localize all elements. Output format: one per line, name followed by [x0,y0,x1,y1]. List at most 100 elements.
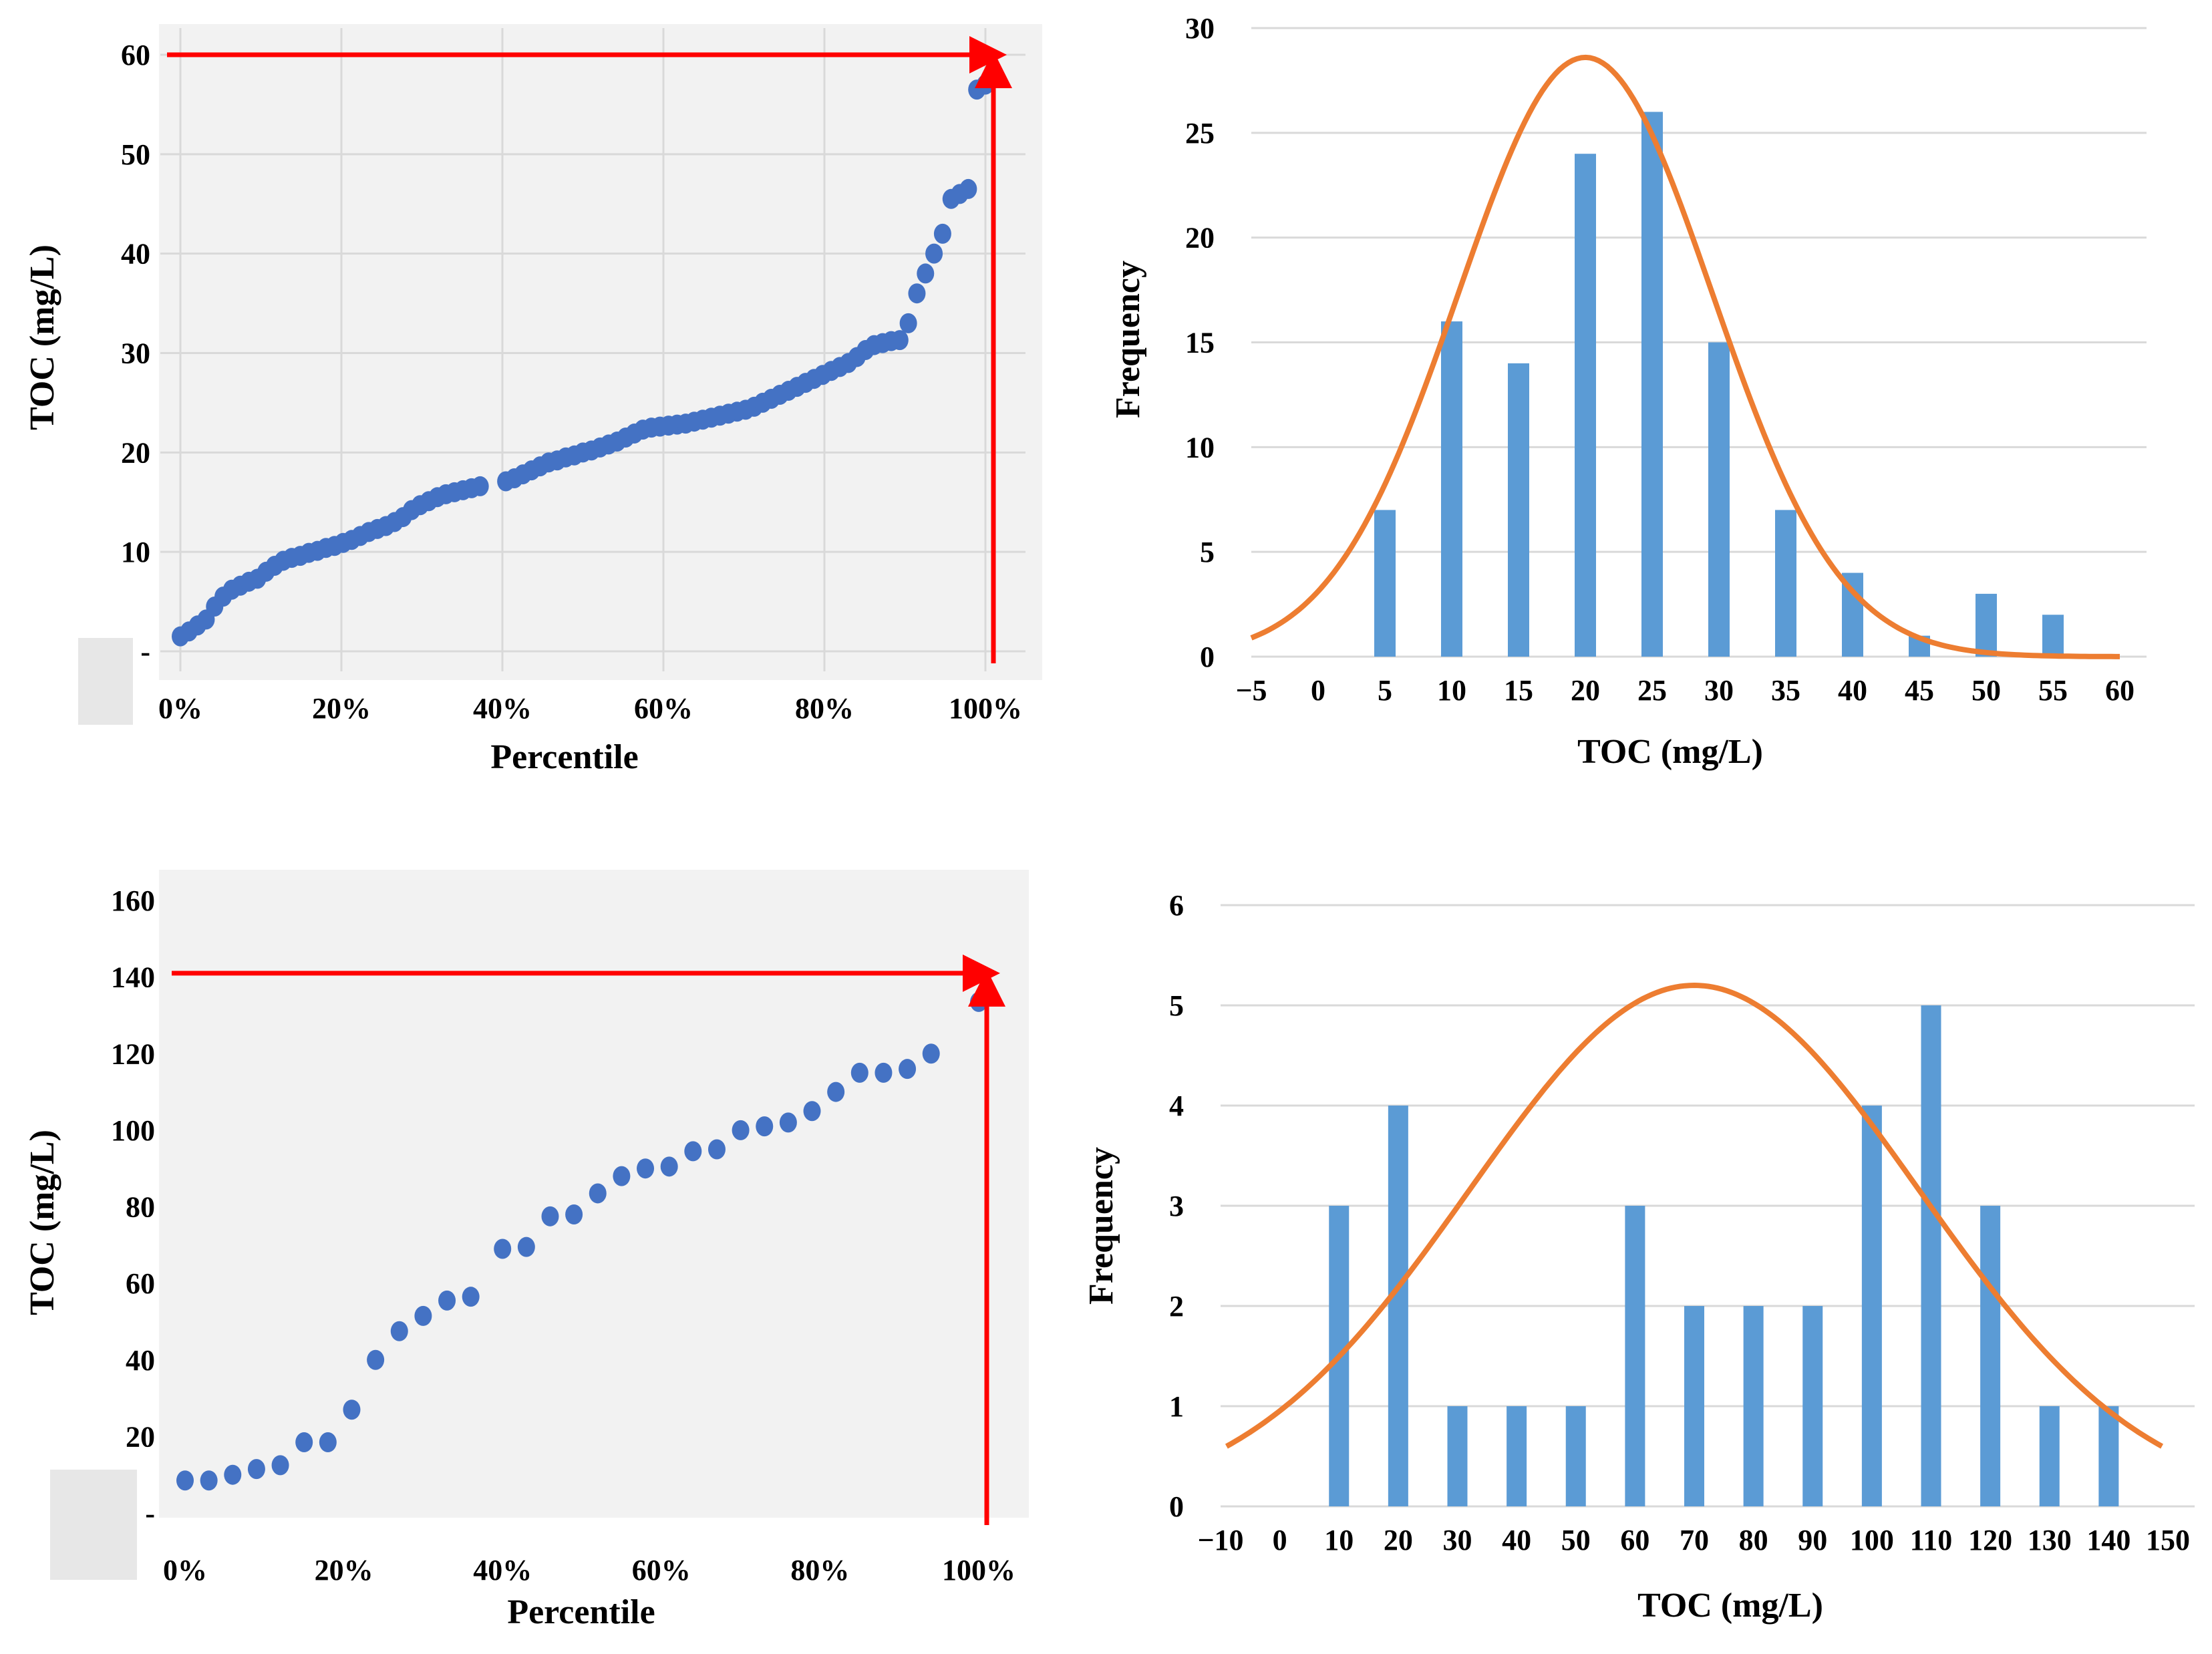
chart-percentile-bottom: - 20 40 60 80 100 120 140 160 0% 20% 40% 60% 80% 100%… [23,870,1029,1631]
data-point [517,1236,535,1257]
x-tick-label: 60 [2105,674,2135,707]
data-point [367,1349,385,1370]
x-tick-label: 35 [1771,674,1800,707]
x-tick-label: 60% [634,692,693,725]
data-point [390,1321,408,1341]
x-tick-label: 80 [1739,1524,1768,1556]
histogram-bars [1374,112,2064,657]
y-tick-labels: 0 5 10 15 20 25 30 [1185,12,1215,673]
y-tick-label: 4 [1169,1090,1184,1122]
data-point [200,1470,218,1491]
data-point [414,1305,432,1326]
histogram-bar [1507,1406,1527,1506]
x-tick-label: 80% [795,692,854,725]
x-axis-title: TOC (mg/L) [1577,733,1763,771]
x-tick-label: 20% [315,1554,373,1587]
x-tick-label: 10 [1437,674,1466,707]
data-point [271,1455,289,1476]
histogram-bar [1802,1306,1823,1506]
histogram-bar [1374,510,1396,657]
x-tick-label: 150 [2146,1524,2190,1556]
x-tick-label: 80% [790,1554,849,1587]
x-tick-label: −5 [1235,674,1267,707]
x-tick-label: 100% [949,692,1022,725]
histogram-bar [2098,1406,2119,1506]
y-tick-label: 30 [121,337,150,370]
x-tick-label: 0% [163,1554,207,1587]
data-point [295,1432,313,1452]
y-tick-label: - [140,635,150,668]
red-arrows [167,36,1012,663]
y-tick-label: 0 [1169,1490,1184,1523]
data-point [684,1141,702,1162]
y-tick-label: 10 [1185,431,1215,464]
y-tick-label: 30 [1185,12,1215,45]
data-point [756,1116,774,1137]
data-point [343,1399,361,1420]
data-point [637,1158,655,1179]
x-tick-label: 40 [1502,1524,1531,1556]
histogram-bar [1921,1005,1941,1506]
histogram-bar [1565,1406,1586,1506]
red-arrows [172,954,1005,1525]
y-tick-label: 40 [121,238,150,271]
y-tick-label: 10 [121,536,150,568]
data-point [462,1287,480,1307]
x-tick-label: 25 [1637,674,1667,707]
x-tick-label: −10 [1197,1524,1243,1556]
normal-curve [1225,982,2164,1449]
y-tick-label: 80 [126,1191,155,1224]
data-point [891,330,909,351]
x-tick-labels: −10 0 10 20 30 40 50 60 70 80 90 100 110 120 130 140 150 [1197,1524,2190,1556]
data-point [933,223,951,244]
data-points [172,74,994,647]
x-tick-label: 0% [158,692,202,725]
data-point [779,1112,797,1133]
y-tick-label: 50 [121,138,150,171]
x-tick-label: 0 [1311,674,1325,707]
x-tick-label: 0 [1273,1524,1287,1556]
y-tick-label: 6 [1169,889,1184,922]
x-tick-label: 20 [1571,674,1600,707]
data-points [176,991,987,1491]
x-tick-labels: 0% 20% 40% 60% 80% 100% [163,1554,1015,1587]
x-tick-label: 30 [1443,1524,1472,1556]
y-tick-label: 15 [1185,327,1215,359]
data-point [319,1432,337,1452]
x-tick-label: 100 [1850,1524,1894,1556]
data-point [827,1082,845,1102]
data-point [917,263,935,284]
histogram-bar [1641,112,1663,657]
chart-histogram-bottom: 0 1 2 3 4 5 6 −10 0 10 20 30 40 50 60 70 80 90 100 110 120 1… [1082,889,2195,1625]
x-tick-label: 120 [1968,1524,2012,1556]
x-tick-label: 60% [632,1554,691,1587]
y-axis-title: TOC (mg/L) [23,244,61,430]
y-axis-title: Frequency [1109,261,1147,418]
histogram-bars [1329,1005,2119,1506]
y-tick-label: 60 [121,39,150,71]
y-tick-label: 120 [111,1037,155,1070]
data-point [247,1459,265,1480]
y-tick-label: 20 [126,1420,155,1453]
y-tick-label: 20 [1185,222,1215,255]
data-point [224,1464,242,1485]
histogram-bar [1388,1106,1408,1506]
data-point [908,283,926,304]
histogram-bar [1861,1106,1882,1506]
histogram-bar [1441,321,1462,657]
histogram-bar [1775,510,1796,657]
data-point [850,1062,868,1083]
histogram-bar [1447,1406,1468,1506]
data-point [899,1059,917,1080]
y-tick-label: 1 [1169,1390,1184,1423]
histogram-bar [2042,615,2064,657]
data-point [899,313,917,333]
data-point [803,1101,821,1122]
histogram-bar [2039,1406,2060,1506]
y-tick-label: 160 [111,884,155,917]
histogram-bar [1625,1206,1645,1506]
x-tick-label: 10 [1324,1524,1354,1556]
x-tick-label: 40 [1838,674,1867,707]
